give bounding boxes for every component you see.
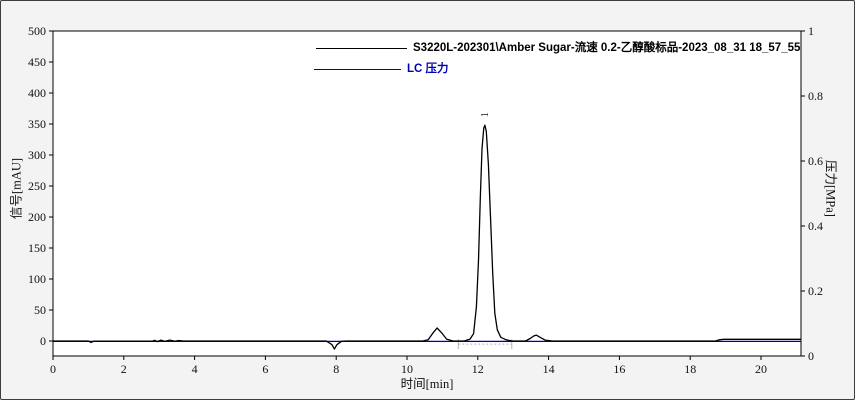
legend-item-pressure: LC 压力 xyxy=(314,62,449,76)
y-left-tick-label: 250 xyxy=(28,179,46,193)
x-tick-label: 12 xyxy=(472,362,484,376)
x-tick-label: 4 xyxy=(192,362,198,376)
x-tick-label: 16 xyxy=(613,362,625,376)
x-tick-label: 18 xyxy=(684,362,696,376)
y-right-tick-label: 0.4 xyxy=(808,219,823,233)
plot-area xyxy=(53,31,801,356)
y-right-tick-label: 0.6 xyxy=(808,154,823,168)
y-right-tick-label: 0.8 xyxy=(808,89,823,103)
x-tick-label: 0 xyxy=(50,362,56,376)
x-tick-label: 14 xyxy=(543,362,555,376)
y-left-tick-label: 50 xyxy=(34,303,46,317)
legend-label-signal: S3220L-202301\Amber Sugar-流速 0.2-乙醇酸标品-2… xyxy=(413,42,801,54)
y-right-tick-label: 0.2 xyxy=(808,284,823,298)
y-left-tick-label: 300 xyxy=(28,148,46,162)
legend-label-pressure: LC 压力 xyxy=(407,63,449,75)
legend-item-signal: S3220L-202301\Amber Sugar-流速 0.2-乙醇酸标品-2… xyxy=(316,41,800,55)
y-right-tick-label: 1 xyxy=(808,24,814,38)
peak-label: 1 xyxy=(480,112,491,117)
x-tick-label: 6 xyxy=(262,362,268,376)
y-left-tick-label: 0 xyxy=(40,334,46,348)
y-left-tick-label: 350 xyxy=(28,117,46,131)
y-left-tick-label: 400 xyxy=(28,86,46,100)
plot-border xyxy=(52,30,802,357)
y-left-tick-label: 500 xyxy=(28,24,46,38)
legend-line-sample-pressure xyxy=(314,68,401,70)
y-right-tick-label: 0 xyxy=(808,349,814,363)
legend-line-sample-signal xyxy=(316,47,407,49)
x-tick-label: 8 xyxy=(333,362,339,376)
x-tick-label: 2 xyxy=(121,362,127,376)
x-tick-label: 20 xyxy=(755,362,767,376)
y-left-tick-label: 150 xyxy=(28,241,46,255)
x-tick-label: 10 xyxy=(401,362,413,376)
y-axis-title-left: 信号[mAU] xyxy=(9,157,24,220)
y-left-tick-label: 100 xyxy=(28,272,46,286)
y-axis-title-right: 压力[MPa] xyxy=(823,160,838,217)
x-axis-title: 时间[min] xyxy=(400,377,454,391)
y-left-tick-label: 200 xyxy=(28,210,46,224)
signal-line xyxy=(53,124,801,350)
y-left-tick-label: 450 xyxy=(28,55,46,69)
